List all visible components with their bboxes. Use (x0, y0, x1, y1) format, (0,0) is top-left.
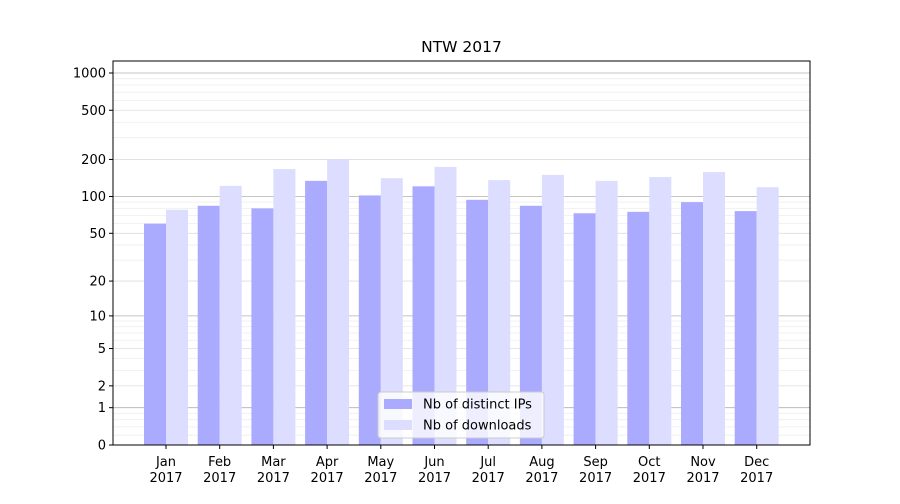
x-tick-label: Jan (155, 455, 176, 470)
x-tick-label-year: 2017 (579, 471, 612, 486)
legend-swatch (384, 420, 412, 430)
x-tick-label: Jun (423, 455, 444, 470)
x-tick-label-year: 2017 (203, 471, 236, 486)
x-tick-label: Sep (583, 455, 608, 470)
x-tick-label-year: 2017 (525, 471, 558, 486)
bar-nb-of-distinct-ips-1 (197, 205, 220, 445)
x-tick-label: Dec (744, 455, 769, 470)
x-tick-label: Nov (690, 455, 716, 470)
x-tick-label-year: 2017 (311, 471, 344, 486)
bar-nb-of-distinct-ips-4 (358, 195, 381, 445)
bar-nb-of-downloads-9 (649, 177, 672, 445)
axes-frame (112, 60, 811, 446)
legend-label: Nb of downloads (423, 419, 532, 434)
x-tick-label-year: 2017 (418, 471, 451, 486)
x-tick-label-year: 2017 (740, 471, 773, 486)
x-tick-label: Feb (208, 455, 231, 470)
y-tick-label: 100 (81, 190, 106, 205)
bar-nb-of-distinct-ips-6 (466, 199, 489, 445)
x-tick-label: Oct (638, 455, 660, 470)
bar-nb-of-distinct-ips-5 (412, 186, 435, 446)
bar-nb-of-distinct-ips-0 (144, 223, 166, 445)
bar-nb-of-distinct-ips-3 (305, 180, 328, 445)
x-tick-label: Apr (316, 455, 339, 470)
y-tick-label: 1000 (73, 67, 106, 82)
x-tick-label-year: 2017 (633, 471, 666, 486)
x-tick-label-year: 2017 (149, 471, 182, 486)
bar-nb-of-downloads-11 (756, 187, 779, 445)
legend-box (377, 391, 545, 439)
bar-nb-of-downloads-4 (380, 178, 403, 445)
bar-nb-of-distinct-ips-9 (627, 211, 650, 445)
bar-nb-of-downloads-1 (219, 185, 242, 445)
y-tick-label: 50 (89, 227, 106, 242)
bar-nb-of-downloads-8 (595, 180, 618, 445)
bar-nb-of-distinct-ips-2 (251, 208, 274, 445)
x-tick-label: Mar (261, 455, 286, 470)
x-tick-label: Aug (529, 455, 554, 470)
y-tick-label: 500 (81, 104, 106, 119)
x-tick-label-year: 2017 (364, 471, 397, 486)
y-tick-label: 200 (81, 153, 106, 168)
chart-title: NTW 2017 (421, 38, 502, 56)
bar-nb-of-distinct-ips-11 (734, 211, 757, 445)
bar-nb-of-distinct-ips-8 (573, 213, 596, 445)
legend-label: Nb of distinct IPs (423, 398, 532, 413)
x-tick-label: Jul (479, 455, 496, 470)
y-tick-label: 2 (98, 379, 106, 394)
bar-nb-of-downloads-6 (488, 180, 511, 445)
bar-nb-of-downloads-0 (166, 209, 188, 445)
bar-nb-of-distinct-ips-7 (519, 205, 542, 445)
y-tick-label: 20 (89, 275, 106, 290)
x-tick-label: May (367, 455, 394, 470)
x-tick-label-year: 2017 (257, 471, 290, 486)
x-tick-label-year: 2017 (686, 471, 719, 486)
bar-nb-of-downloads-10 (703, 172, 725, 445)
y-tick-label: 5 (98, 342, 106, 357)
y-tick-label: 10 (89, 309, 106, 324)
bar-nb-of-downloads-2 (273, 169, 296, 446)
bar-nb-of-distinct-ips-10 (681, 202, 703, 445)
bar-nb-of-downloads-5 (434, 166, 457, 445)
y-tick-label: 1 (98, 401, 106, 416)
bar-nb-of-downloads-3 (327, 159, 350, 445)
y-tick-label: 0 (98, 439, 106, 454)
bar-nb-of-downloads-7 (541, 174, 564, 445)
x-tick-label-year: 2017 (472, 471, 505, 486)
legend-swatch (384, 399, 412, 409)
